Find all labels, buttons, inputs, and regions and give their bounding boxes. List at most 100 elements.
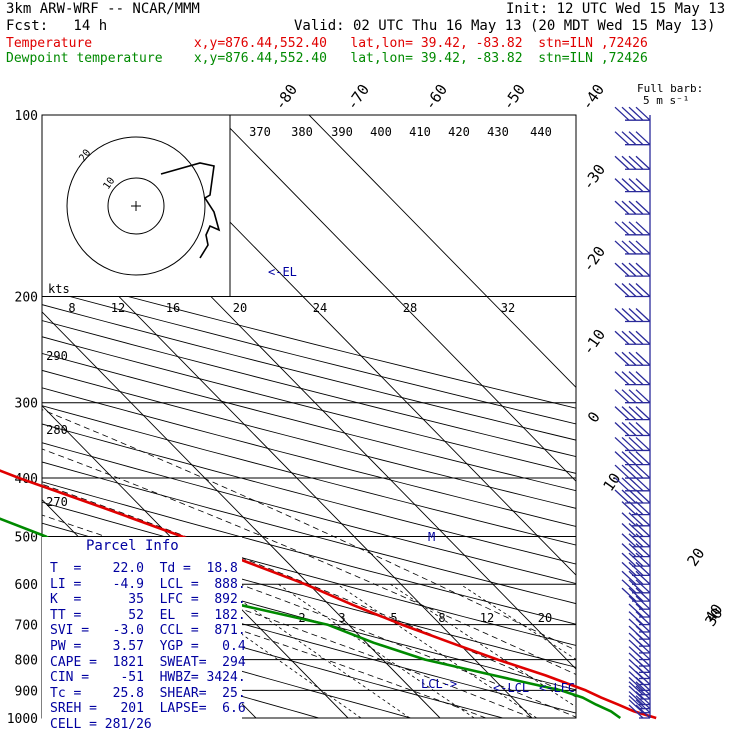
wind-barb <box>628 695 644 710</box>
wind-barb <box>614 371 630 386</box>
wind-barb <box>628 308 644 322</box>
wind-barb <box>621 436 637 451</box>
isotherm-line <box>42 217 533 718</box>
pressure-label: 300 <box>15 397 38 412</box>
wind-barb <box>628 221 644 236</box>
wind-barb <box>621 178 637 193</box>
wind-barb <box>628 561 644 576</box>
wind-barb <box>628 436 644 451</box>
hodograph-unit-label: kts <box>48 282 70 296</box>
wind-barb <box>635 691 651 706</box>
wind-barb <box>635 561 651 576</box>
wind-barb <box>621 330 637 345</box>
wind-barb <box>635 587 651 602</box>
wind-barb <box>628 625 644 640</box>
hodograph-axis-tick: 8 <box>68 301 75 315</box>
wind-barb <box>628 489 644 504</box>
wind-barb <box>614 200 630 215</box>
wind-barb <box>621 533 637 548</box>
isotherm-label: 10 <box>599 470 624 495</box>
pressure-label: 800 <box>15 654 38 669</box>
wind-barb <box>621 489 637 504</box>
wind-barb <box>621 552 637 567</box>
dewpoint-profile <box>0 517 622 720</box>
wind-barb <box>628 178 644 193</box>
wind-barb <box>628 464 644 479</box>
mixing-ratio-label: 12 <box>480 611 494 625</box>
wind-barb <box>621 422 637 436</box>
wind-barb <box>614 389 630 404</box>
wind-barb <box>628 351 644 366</box>
wind-barb <box>635 543 651 558</box>
wind-barb <box>614 262 630 277</box>
wind-barb <box>628 543 644 558</box>
wind-barb <box>621 240 637 255</box>
wind-barb <box>635 262 651 277</box>
pressure-label: 100 <box>15 109 38 124</box>
wind-barb <box>614 106 630 121</box>
parcel-info-row: CELL = 281/26 <box>50 717 152 732</box>
dewpoint-legend: Dewpoint temperature x,y=876.44,552.40 l… <box>6 51 648 66</box>
wind-barb <box>621 200 637 215</box>
theta-label: 410 <box>409 125 431 139</box>
parcel-info-row: SREH = 201 LAPSE= 6.6 <box>50 701 246 717</box>
wind-barb <box>628 652 644 667</box>
wind-barb <box>635 406 651 421</box>
wind-barb <box>621 570 637 585</box>
wind-barb <box>635 489 651 504</box>
pressure-label: 200 <box>15 291 38 306</box>
dry-adiabat-line <box>42 613 413 718</box>
wind-barb <box>635 685 651 700</box>
parcel-info-row: LI = -4.9 LCL = 888. <box>50 576 246 592</box>
isotherm-line <box>308 115 576 389</box>
wind-barb <box>628 665 644 679</box>
lcl-annotation: LCL-> <box>421 677 457 691</box>
mixing-ratio-label: 20 <box>538 611 552 625</box>
wind-barb <box>635 436 651 451</box>
wind-barb <box>635 155 651 170</box>
wind-barb <box>621 283 637 297</box>
wind-barb <box>635 464 651 479</box>
wind-barb <box>635 570 651 585</box>
hodograph-ring-20 <box>66 136 206 276</box>
wind-barb <box>621 451 637 466</box>
wind-barb <box>621 501 637 516</box>
wind-barb <box>628 658 644 673</box>
wind-barb <box>628 283 644 297</box>
forecast-hour: Fcst: 14 h <box>6 18 108 34</box>
wind-barb <box>628 587 644 602</box>
wind-barb <box>628 704 644 719</box>
wind-barb <box>628 200 644 215</box>
wind-barb <box>628 676 644 691</box>
hodograph-axis-tick: 12 <box>111 301 125 315</box>
pressure-label: 700 <box>15 619 38 634</box>
wind-barb <box>628 523 644 537</box>
wind-barb <box>635 389 651 404</box>
isotherm-label: -60 <box>421 81 451 114</box>
wind-barb <box>628 681 644 696</box>
hodograph-axis-tick: 28 <box>403 301 417 315</box>
isotherm-label: -80 <box>271 81 301 114</box>
wind-barb <box>628 699 644 714</box>
pressure-label: 500 <box>15 530 38 545</box>
isotherm-label: -50 <box>499 81 529 114</box>
mixing-ratio-label: 5 <box>390 611 397 625</box>
theta-label: 380 <box>291 125 313 139</box>
temperature-profile <box>0 469 657 720</box>
wind-barb <box>635 501 651 516</box>
hodograph-ring-10 <box>107 177 165 235</box>
wind-barb <box>628 570 644 585</box>
wind-barb <box>628 155 644 170</box>
wind-barb <box>621 155 637 170</box>
wind-barb <box>628 552 644 567</box>
parcel-info-row: K = 35 LFC = 892. <box>50 592 246 608</box>
wind-barb <box>635 422 651 436</box>
wind-barb <box>614 240 630 255</box>
lfc-annotation: <-LFC <box>539 681 575 695</box>
pressure-label: 900 <box>15 684 38 699</box>
wind-barb <box>635 178 651 193</box>
temperature-legend: Temperature x,y=876.44,552.40 lat,lon= 3… <box>6 36 648 51</box>
wind-barb <box>614 178 630 193</box>
theta-label: 270 <box>46 495 68 509</box>
wind-barb <box>621 523 637 537</box>
